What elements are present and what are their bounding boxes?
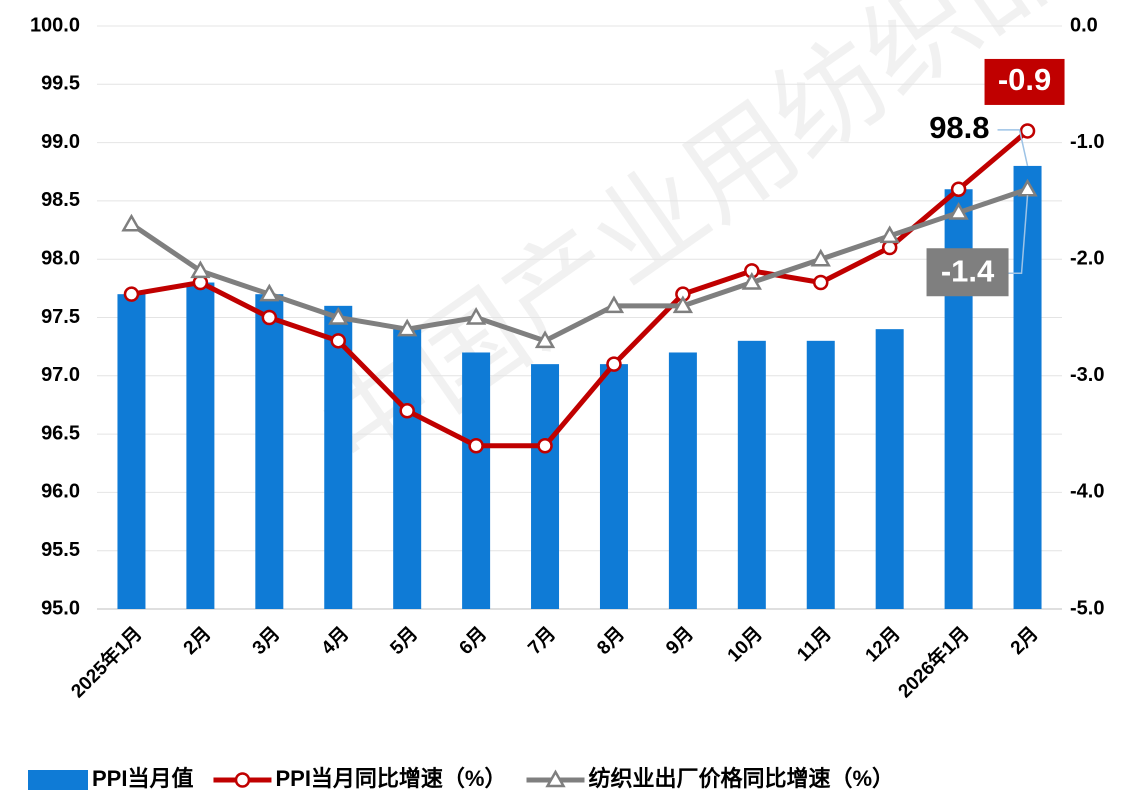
marker bbox=[879, 225, 900, 244]
bar bbox=[462, 352, 491, 609]
x-tick-label: 8月 bbox=[593, 623, 629, 659]
y-tick-label: 98.0 bbox=[41, 247, 80, 269]
bar bbox=[599, 364, 628, 609]
marker bbox=[397, 318, 418, 337]
y2-tick-label: -2.0 bbox=[1070, 247, 1104, 269]
leader-line bbox=[997, 129, 1029, 167]
x-tick-label: 10月 bbox=[724, 623, 767, 666]
bar bbox=[875, 329, 904, 609]
legend-label: PPI当月同比增速（%） bbox=[275, 766, 506, 791]
marker bbox=[672, 295, 694, 314]
bar bbox=[393, 329, 422, 609]
y-tick-label: 95.5 bbox=[41, 539, 80, 561]
y-tick-label: 96.5 bbox=[41, 422, 80, 444]
x-tick-label: 7月 bbox=[524, 623, 560, 659]
y-tick-label: 100.0 bbox=[30, 14, 80, 36]
legend-label: PPI当月值 bbox=[92, 766, 193, 791]
value-label-box bbox=[984, 58, 1065, 105]
marker bbox=[948, 202, 969, 220]
x-tick-label: 2月 bbox=[1007, 623, 1043, 659]
marker bbox=[810, 248, 831, 267]
value-label-box bbox=[926, 248, 1009, 297]
x-tick-label: 9月 bbox=[662, 623, 698, 659]
marker bbox=[1017, 178, 1038, 197]
x-tick-label: 2月 bbox=[180, 623, 216, 659]
x-tick-label: 6月 bbox=[455, 623, 491, 659]
y2-tick-label: 0.0 bbox=[1070, 14, 1098, 36]
x-tick-label: 2025年1月 bbox=[66, 622, 146, 702]
value-label: 98.8 bbox=[929, 110, 989, 145]
y-tick-label: 97.0 bbox=[41, 364, 80, 386]
marker bbox=[123, 286, 140, 302]
x-tick-label: 11月 bbox=[793, 623, 835, 665]
y2-tick-label: -4.0 bbox=[1070, 481, 1104, 503]
value-label: -0.9 bbox=[998, 62, 1051, 97]
marker bbox=[190, 260, 211, 279]
y2-tick-label: -3.0 bbox=[1070, 364, 1104, 386]
marker bbox=[330, 333, 346, 349]
value-label: -1.4 bbox=[941, 253, 995, 288]
legend-marker bbox=[234, 772, 251, 788]
bar bbox=[186, 282, 215, 609]
legend-swatch bbox=[28, 770, 88, 790]
line bbox=[130, 186, 1029, 344]
marker bbox=[741, 272, 762, 290]
marker bbox=[121, 213, 142, 232]
bar bbox=[255, 294, 284, 609]
bar bbox=[806, 340, 835, 609]
y-tick-label: 99.0 bbox=[41, 131, 80, 153]
y-tick-label: 98.5 bbox=[41, 189, 80, 211]
marker bbox=[399, 403, 415, 419]
marker bbox=[603, 295, 625, 314]
marker bbox=[950, 181, 967, 197]
marker bbox=[259, 283, 280, 302]
y-tick-label: 97.5 bbox=[41, 306, 80, 328]
line bbox=[131, 129, 1030, 449]
bar bbox=[117, 294, 146, 609]
legend-marker bbox=[545, 769, 566, 788]
y-tick-label: 99.5 bbox=[41, 73, 80, 95]
x-tick-label: 3月 bbox=[249, 623, 285, 659]
y2-tick-label: -1.0 bbox=[1070, 131, 1104, 153]
bar bbox=[668, 352, 697, 609]
marker bbox=[534, 330, 556, 349]
marker bbox=[468, 438, 484, 454]
legend-label: 纺织业出厂价格同比增速（%） bbox=[589, 766, 895, 791]
marker bbox=[1019, 123, 1036, 139]
marker bbox=[261, 309, 278, 326]
bar bbox=[324, 305, 353, 609]
bar bbox=[737, 340, 766, 609]
y-tick-label: 95.0 bbox=[41, 597, 80, 619]
x-tick-label: 12月 bbox=[862, 623, 905, 666]
x-tick-label: 4月 bbox=[318, 623, 354, 659]
y2-tick-label: -5.0 bbox=[1070, 597, 1104, 619]
y-tick-label: 96.0 bbox=[41, 481, 80, 503]
bar bbox=[531, 364, 560, 609]
marker bbox=[606, 356, 622, 372]
marker bbox=[465, 306, 487, 325]
bar bbox=[1013, 165, 1042, 610]
x-tick-label: 5月 bbox=[386, 623, 422, 659]
marker bbox=[328, 306, 349, 325]
marker bbox=[537, 438, 553, 454]
x-tick-label: 2026年1月 bbox=[893, 622, 973, 702]
marker bbox=[813, 274, 829, 291]
